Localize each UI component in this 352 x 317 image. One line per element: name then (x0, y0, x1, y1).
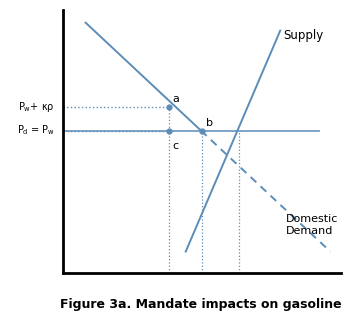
Text: Domestic
Demand: Domestic Demand (286, 215, 338, 236)
Text: Supply: Supply (283, 29, 323, 42)
Text: b: b (206, 118, 213, 128)
Text: c: c (172, 141, 178, 151)
Text: Figure 3a. Mandate impacts on gasoline: Figure 3a. Mandate impacts on gasoline (60, 298, 341, 311)
Text: $\mathregular{P_w}$+ κρ: $\mathregular{P_w}$+ κρ (18, 100, 55, 114)
Text: a: a (172, 94, 179, 104)
Text: $\mathregular{P_d}$ = $\mathregular{P_w}$: $\mathregular{P_d}$ = $\mathregular{P_w}… (17, 124, 55, 138)
